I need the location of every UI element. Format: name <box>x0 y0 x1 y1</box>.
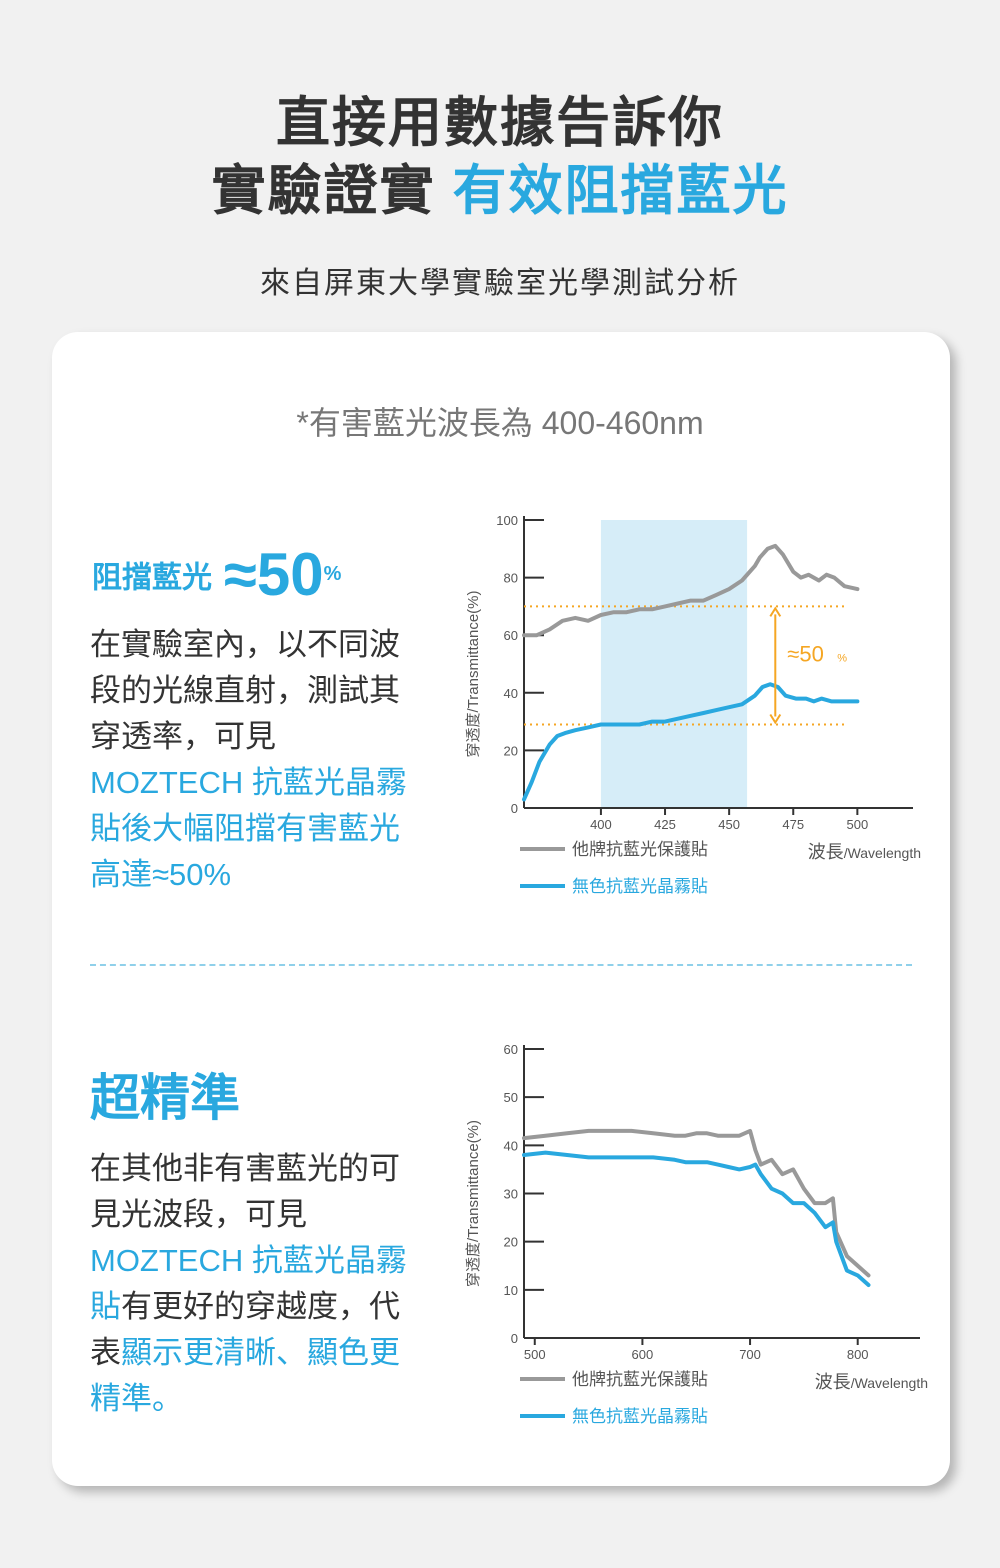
title-highlight: 有效阻擋藍光 <box>452 161 789 221</box>
chart-blue-light-transmittance: 0 20 40 60 80 100 400 425 450 475 500 穿透度/Transmitt… <box>465 513 921 896</box>
section1-text-highlight: MOZTECH 抗藍光晶霧貼後大幅阻擋有害藍光高達≈50% <box>90 765 407 892</box>
x-tick-label: 450 <box>718 817 740 832</box>
section2-text-highlight1: MOZTECH 抗藍光晶霧貼 <box>90 1243 407 1324</box>
annotation-arrow-head-up <box>769 606 782 617</box>
section1-big-unit: % <box>323 563 342 585</box>
y-tick-label: 0 <box>511 1331 518 1346</box>
x-axis-label-en: /Wavelength <box>844 845 921 861</box>
y-tick-label: 50 <box>504 1090 518 1105</box>
x-axis-label: 波長/Wavelength <box>815 1372 928 1392</box>
y-tick-label: 0 <box>511 801 518 816</box>
y-tick-label: 40 <box>504 1138 518 1153</box>
annotation-unit: % <box>837 652 847 664</box>
series-line-2 <box>522 1150 871 1287</box>
x-axis-label-zh: 波長 <box>815 1372 851 1392</box>
section1-heading-label: 阻擋藍光 <box>92 561 212 595</box>
x-tick-label: 475 <box>782 817 804 832</box>
wavelength-note: *有害藍光波長為 400-460nm <box>296 405 704 441</box>
y-tick-label: 40 <box>504 686 518 701</box>
legend-label-1: 他牌抗藍光保護貼 <box>572 840 708 859</box>
x-tick-label: 700 <box>739 1347 761 1362</box>
section2-text: 在其他非有害藍光的可見光波段，可見 MOZTECH 抗藍光晶霧貼有更好的穿越度，… <box>90 1146 430 1422</box>
legend-label-1: 他牌抗藍光保護貼 <box>572 1370 708 1389</box>
x-axis-label-en: /Wavelength <box>851 1375 928 1391</box>
y-axis-label: 穿透度/Transmittance(%) <box>465 1120 482 1287</box>
y-tick-label: 20 <box>504 1235 518 1250</box>
subtitle: 來自屏東大學實驗室光學測試分析 <box>260 267 740 300</box>
x-tick-label: 600 <box>632 1347 654 1362</box>
x-axis-label: 波長/Wavelength <box>808 842 921 862</box>
page-title-line1: 直接用數據告訴你 <box>276 93 724 153</box>
section2-text-highlight2: 顯示更清晰、顯色更精準。 <box>90 1335 400 1416</box>
y-tick-label: 100 <box>496 513 518 528</box>
x-tick-label: 400 <box>590 817 612 832</box>
series-line-1 <box>522 543 860 638</box>
page-title-line2: 實驗證實 有效阻擋藍光 <box>0 146 1000 225</box>
y-tick-label: 60 <box>504 1042 518 1057</box>
x-tick-label: 800 <box>847 1347 869 1362</box>
x-axis-label-zh: 波長 <box>808 842 844 862</box>
section-divider <box>90 964 912 966</box>
section1-heading: 阻擋藍光 ≈50% <box>92 540 341 609</box>
legend-label-2: 無色抗藍光晶霧貼 <box>572 1407 708 1426</box>
y-axis-label: 穿透度/Transmittance(%) <box>465 591 482 758</box>
section2-heading: 超精準 <box>90 1070 240 1126</box>
title-plain: 實驗證實 <box>211 161 436 221</box>
chart-visible-light-transmittance: 0 10 20 30 40 50 60 500 600 700 800 穿透度/Transmittan… <box>465 1042 928 1426</box>
content-card <box>52 332 950 1486</box>
annotation-label: ≈50 <box>787 641 824 666</box>
series-line-1 <box>522 1128 871 1278</box>
y-tick-label: 20 <box>504 743 518 758</box>
series-line-2 <box>522 682 860 802</box>
section1-big-value: ≈50 <box>224 541 324 608</box>
x-tick-label: 500 <box>524 1347 546 1362</box>
section2-text-plain2: 有更好的穿越度，代表 <box>90 1289 400 1370</box>
section2-text-plain1: 在其他非有害藍光的可見光波段，可見 <box>90 1151 400 1232</box>
y-tick-label: 60 <box>504 628 518 643</box>
legend-label-2: 無色抗藍光晶霧貼 <box>572 877 708 896</box>
section1-text: 在實驗室內，以不同波段的光線直射，測試其穿透率，可見 MOZTECH 抗藍光晶霧… <box>90 622 430 898</box>
y-tick-label: 10 <box>504 1283 518 1298</box>
harmful-blue-light-band <box>600 520 748 808</box>
section1-text-plain: 在實驗室內，以不同波段的光線直射，測試其穿透率，可見 <box>90 627 400 754</box>
x-tick-label: 500 <box>847 817 869 832</box>
y-tick-label: 80 <box>504 571 518 586</box>
annotation-arrow-head-down <box>769 713 782 725</box>
x-tick-label: 425 <box>654 817 676 832</box>
y-tick-label: 30 <box>504 1187 518 1202</box>
